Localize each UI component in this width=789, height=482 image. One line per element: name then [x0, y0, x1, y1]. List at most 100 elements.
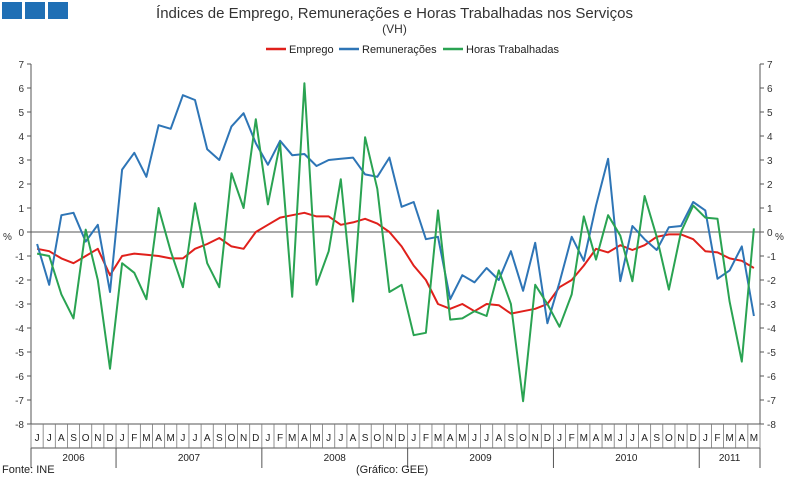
x-tick-label: J [180, 433, 185, 444]
y-tick-label: -8 [767, 420, 776, 431]
x-tick-label: O [228, 433, 236, 444]
x-tick-label: A [447, 433, 454, 444]
credit-note: (Gráfico: GEE) [356, 464, 429, 476]
y-tick-label: 7 [767, 60, 773, 71]
y-tick-label: -4 [767, 324, 776, 335]
x-tick-label: S [653, 433, 660, 444]
y-tick-label: 0 [18, 228, 24, 239]
y-tick-label: 4 [18, 132, 24, 143]
x-tick-label: O [519, 433, 527, 444]
year-label: 2008 [324, 453, 347, 464]
y-tick-label: -4 [15, 324, 24, 335]
x-tick-label: F [569, 433, 575, 444]
x-tick-label: N [240, 433, 247, 444]
x-tick-label: A [641, 433, 648, 444]
x-tick-label: A [495, 433, 502, 444]
x-tick-label: M [750, 433, 758, 444]
x-tick-label: D [690, 433, 697, 444]
x-tick-label: M [288, 433, 296, 444]
chart-title: Índices de Emprego, Remunerações e Horas… [156, 5, 633, 22]
x-tick-label: M [604, 433, 612, 444]
x-tick-label: F [714, 433, 720, 444]
year-label: 2010 [615, 453, 638, 464]
x-tick-label: J [484, 433, 489, 444]
x-tick-label: J [338, 433, 343, 444]
y-tick-label: 7 [18, 60, 24, 71]
series-line [36, 211, 755, 315]
x-tick-label: D [252, 433, 259, 444]
y-tick-label: 2 [18, 180, 24, 191]
x-tick-label: A [738, 433, 745, 444]
x-tick-label: N [386, 433, 393, 444]
y-tick-label: 6 [767, 84, 773, 95]
year-label: 2006 [62, 453, 85, 464]
y-tick-label: 1 [767, 204, 773, 215]
brand-logo [2, 2, 68, 19]
x-tick-label: D [106, 433, 113, 444]
x-tick-label: M [580, 433, 588, 444]
x-tick-label: J [472, 433, 477, 444]
x-tick-label: A [155, 433, 162, 444]
y-tick-label: -3 [15, 300, 24, 311]
y-unit-right: % [775, 232, 784, 243]
y-tick-label: -6 [15, 372, 24, 383]
year-label: 2007 [178, 453, 201, 464]
logo-block [2, 2, 22, 19]
x-tick-label: S [362, 433, 369, 444]
y-tick-label: 5 [18, 108, 24, 119]
x-tick-label: J [703, 433, 708, 444]
source-note: Fonte: INE [2, 464, 55, 476]
year-label: 2009 [469, 453, 492, 464]
y-tick-label: -8 [15, 420, 24, 431]
x-tick-label: J [326, 433, 331, 444]
x-tick-label: N [94, 433, 101, 444]
series-line [36, 94, 755, 325]
x-tick-label: N [677, 433, 684, 444]
logo-block [48, 2, 68, 19]
x-tick-label: J [630, 433, 635, 444]
y-tick-label: 3 [767, 156, 773, 167]
x-tick-label: A [301, 433, 308, 444]
x-tick-label: A [204, 433, 211, 444]
x-tick-label: J [265, 433, 270, 444]
y-tick-label: -5 [15, 348, 24, 359]
x-tick-label: J [193, 433, 198, 444]
x-tick-label: O [373, 433, 381, 444]
x-tick-label: A [593, 433, 600, 444]
x-tick-label: D [544, 433, 551, 444]
x-tick-label: F [277, 433, 283, 444]
y-tick-label: 5 [767, 108, 773, 119]
y-tick-label: 2 [767, 180, 773, 191]
x-tick-label: J [120, 433, 125, 444]
y-tick-label: -2 [767, 276, 776, 287]
x-tick-label: M [142, 433, 150, 444]
x-tick-label: M [312, 433, 320, 444]
y-tick-label: -6 [767, 372, 776, 383]
x-tick-label: O [665, 433, 673, 444]
y-tick-label: 4 [767, 132, 773, 143]
y-tick-label: -1 [767, 252, 776, 263]
x-tick-label: O [82, 433, 90, 444]
legend-label: Emprego [289, 44, 334, 56]
logo-block [25, 2, 45, 19]
y-tick-label: 0 [767, 228, 773, 239]
chart-subtitle: (VH) [382, 22, 407, 36]
y-tick-label: 3 [18, 156, 24, 167]
x-tick-label: S [508, 433, 515, 444]
x-tick-label: J [47, 433, 52, 444]
x-tick-label: J [618, 433, 623, 444]
series-line [36, 82, 755, 403]
x-tick-label: J [557, 433, 562, 444]
x-tick-label: M [725, 433, 733, 444]
x-tick-label: D [398, 433, 405, 444]
x-tick-label: F [131, 433, 137, 444]
x-tick-label: J [35, 433, 40, 444]
y-tick-label: -1 [15, 252, 24, 263]
x-tick-label: M [458, 433, 466, 444]
legend-label: Remunerações [362, 44, 437, 56]
x-tick-label: A [58, 433, 65, 444]
year-label: 2011 [719, 453, 741, 464]
x-tick-label: F [423, 433, 429, 444]
y-tick-label: 1 [18, 204, 24, 215]
